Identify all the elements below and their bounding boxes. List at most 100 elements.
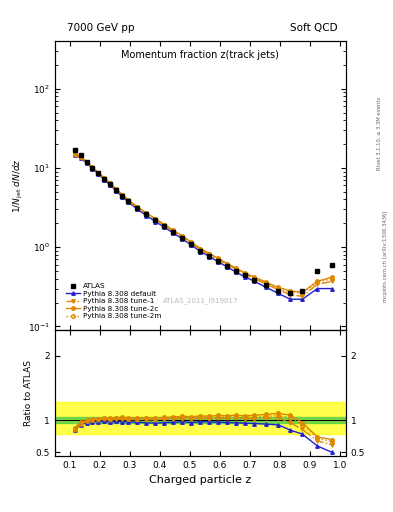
- ATLAS: [135, 205, 140, 211]
- Pythia 8.308 tune-1: [234, 267, 239, 273]
- Pythia 8.308 tune-2m: [84, 159, 89, 165]
- ATLAS: [198, 248, 203, 254]
- Pythia 8.308 default: [78, 155, 83, 161]
- Pythia 8.308 default: [198, 248, 203, 254]
- ATLAS: [90, 165, 95, 171]
- Pythia 8.308 tune-1: [300, 293, 305, 300]
- Text: Soft QCD: Soft QCD: [290, 23, 338, 33]
- Pythia 8.308 tune-2c: [135, 204, 140, 210]
- Pythia 8.308 tune-1: [330, 279, 335, 285]
- ATLAS: [120, 193, 125, 199]
- Pythia 8.308 tune-2c: [252, 274, 257, 280]
- Pythia 8.308 tune-2m: [207, 251, 212, 257]
- Pythia 8.308 tune-2m: [144, 210, 149, 217]
- ATLAS: [288, 290, 293, 296]
- Pythia 8.308 tune-2c: [144, 210, 149, 216]
- Pythia 8.308 tune-2c: [78, 153, 83, 159]
- Pythia 8.308 tune-2m: [315, 279, 320, 285]
- Pythia 8.308 tune-2c: [120, 191, 125, 198]
- Pythia 8.308 tune-1: [276, 287, 281, 293]
- Pythia 8.308 tune-1: [264, 281, 269, 287]
- Pythia 8.308 default: [243, 274, 248, 280]
- Pythia 8.308 default: [108, 182, 113, 188]
- Text: 7000 GeV pp: 7000 GeV pp: [67, 23, 134, 33]
- ATLAS: [180, 235, 185, 241]
- ATLAS: [276, 288, 281, 294]
- Pythia 8.308 tune-2c: [225, 261, 230, 267]
- Pythia 8.308 tune-1: [315, 281, 320, 287]
- Pythia 8.308 tune-2m: [153, 216, 158, 222]
- Pythia 8.308 tune-2c: [300, 289, 305, 295]
- Pythia 8.308 tune-1: [78, 155, 83, 161]
- Pythia 8.308 tune-2m: [225, 261, 230, 267]
- Pythia 8.308 default: [252, 279, 257, 285]
- Pythia 8.308 tune-1: [114, 187, 119, 193]
- Pythia 8.308 tune-1: [162, 222, 167, 228]
- Pythia 8.308 tune-1: [198, 247, 203, 253]
- Pythia 8.308 default: [189, 242, 194, 248]
- Pythia 8.308 tune-2c: [216, 255, 221, 262]
- ATLAS: [171, 229, 176, 235]
- Pythia 8.308 tune-2c: [264, 279, 269, 285]
- ATLAS: [72, 146, 77, 153]
- Pythia 8.308 default: [144, 212, 149, 219]
- Pythia 8.308 tune-2c: [114, 186, 119, 192]
- Pythia 8.308 tune-2m: [234, 266, 239, 272]
- ATLAS: [96, 170, 101, 177]
- Bar: [55, 417, 346, 423]
- ATLAS: [108, 181, 113, 187]
- Pythia 8.308 default: [180, 236, 185, 242]
- Pythia 8.308 tune-2m: [78, 154, 83, 160]
- Pythia 8.308 tune-2m: [102, 175, 107, 181]
- Pythia 8.308 default: [300, 296, 305, 302]
- Pythia 8.308 default: [207, 253, 212, 260]
- ATLAS: [189, 241, 194, 247]
- X-axis label: Charged particle z: Charged particle z: [149, 475, 252, 485]
- Pythia 8.308 default: [276, 290, 281, 296]
- ATLAS: [216, 258, 221, 264]
- Pythia 8.308 tune-2m: [276, 286, 281, 292]
- Pythia 8.308 tune-2m: [120, 192, 125, 198]
- Pythia 8.308 tune-2c: [108, 180, 113, 186]
- ATLAS: [234, 268, 239, 274]
- Pythia 8.308 tune-1: [135, 205, 140, 211]
- ATLAS: [252, 276, 257, 283]
- Text: Rivet 3.1.10, ≥ 3.3M events: Rivet 3.1.10, ≥ 3.3M events: [377, 96, 382, 170]
- Pythia 8.308 tune-2c: [102, 175, 107, 181]
- Line: Pythia 8.308 tune-1: Pythia 8.308 tune-1: [73, 154, 334, 298]
- Pythia 8.308 tune-2c: [207, 250, 212, 257]
- ATLAS: [162, 223, 167, 229]
- Pythia 8.308 tune-2c: [315, 279, 320, 285]
- ATLAS: [330, 262, 335, 268]
- Pythia 8.308 tune-2c: [126, 197, 131, 203]
- Pythia 8.308 tune-2m: [300, 290, 305, 296]
- Pythia 8.308 tune-2m: [189, 240, 194, 246]
- Pythia 8.308 default: [120, 194, 125, 200]
- Pythia 8.308 tune-1: [207, 252, 212, 258]
- ATLAS: [102, 176, 107, 182]
- Pythia 8.308 tune-2c: [171, 227, 176, 233]
- Pythia 8.308 tune-1: [288, 292, 293, 298]
- Pythia 8.308 default: [72, 152, 77, 158]
- Pythia 8.308 tune-1: [189, 240, 194, 246]
- Pythia 8.308 tune-2m: [135, 204, 140, 210]
- Pythia 8.308 tune-2m: [90, 164, 95, 170]
- Pythia 8.308 tune-2c: [198, 245, 203, 251]
- Pythia 8.308 tune-2c: [276, 284, 281, 290]
- Pythia 8.308 tune-1: [72, 152, 77, 158]
- ATLAS: [315, 268, 320, 274]
- Pythia 8.308 tune-1: [126, 198, 131, 204]
- Pythia 8.308 tune-1: [96, 170, 101, 177]
- Pythia 8.308 tune-2c: [243, 270, 248, 276]
- Pythia 8.308 tune-2c: [162, 222, 167, 228]
- Pythia 8.308 tune-2c: [72, 151, 77, 157]
- Pythia 8.308 tune-2m: [180, 233, 185, 240]
- Pythia 8.308 tune-1: [153, 217, 158, 223]
- Pythia 8.308 tune-2m: [162, 222, 167, 228]
- ATLAS: [144, 211, 149, 217]
- Line: ATLAS: ATLAS: [72, 147, 335, 296]
- Pythia 8.308 tune-2m: [171, 228, 176, 234]
- Pythia 8.308 tune-2c: [288, 288, 293, 294]
- Pythia 8.308 tune-1: [180, 234, 185, 241]
- Bar: [55, 402, 346, 434]
